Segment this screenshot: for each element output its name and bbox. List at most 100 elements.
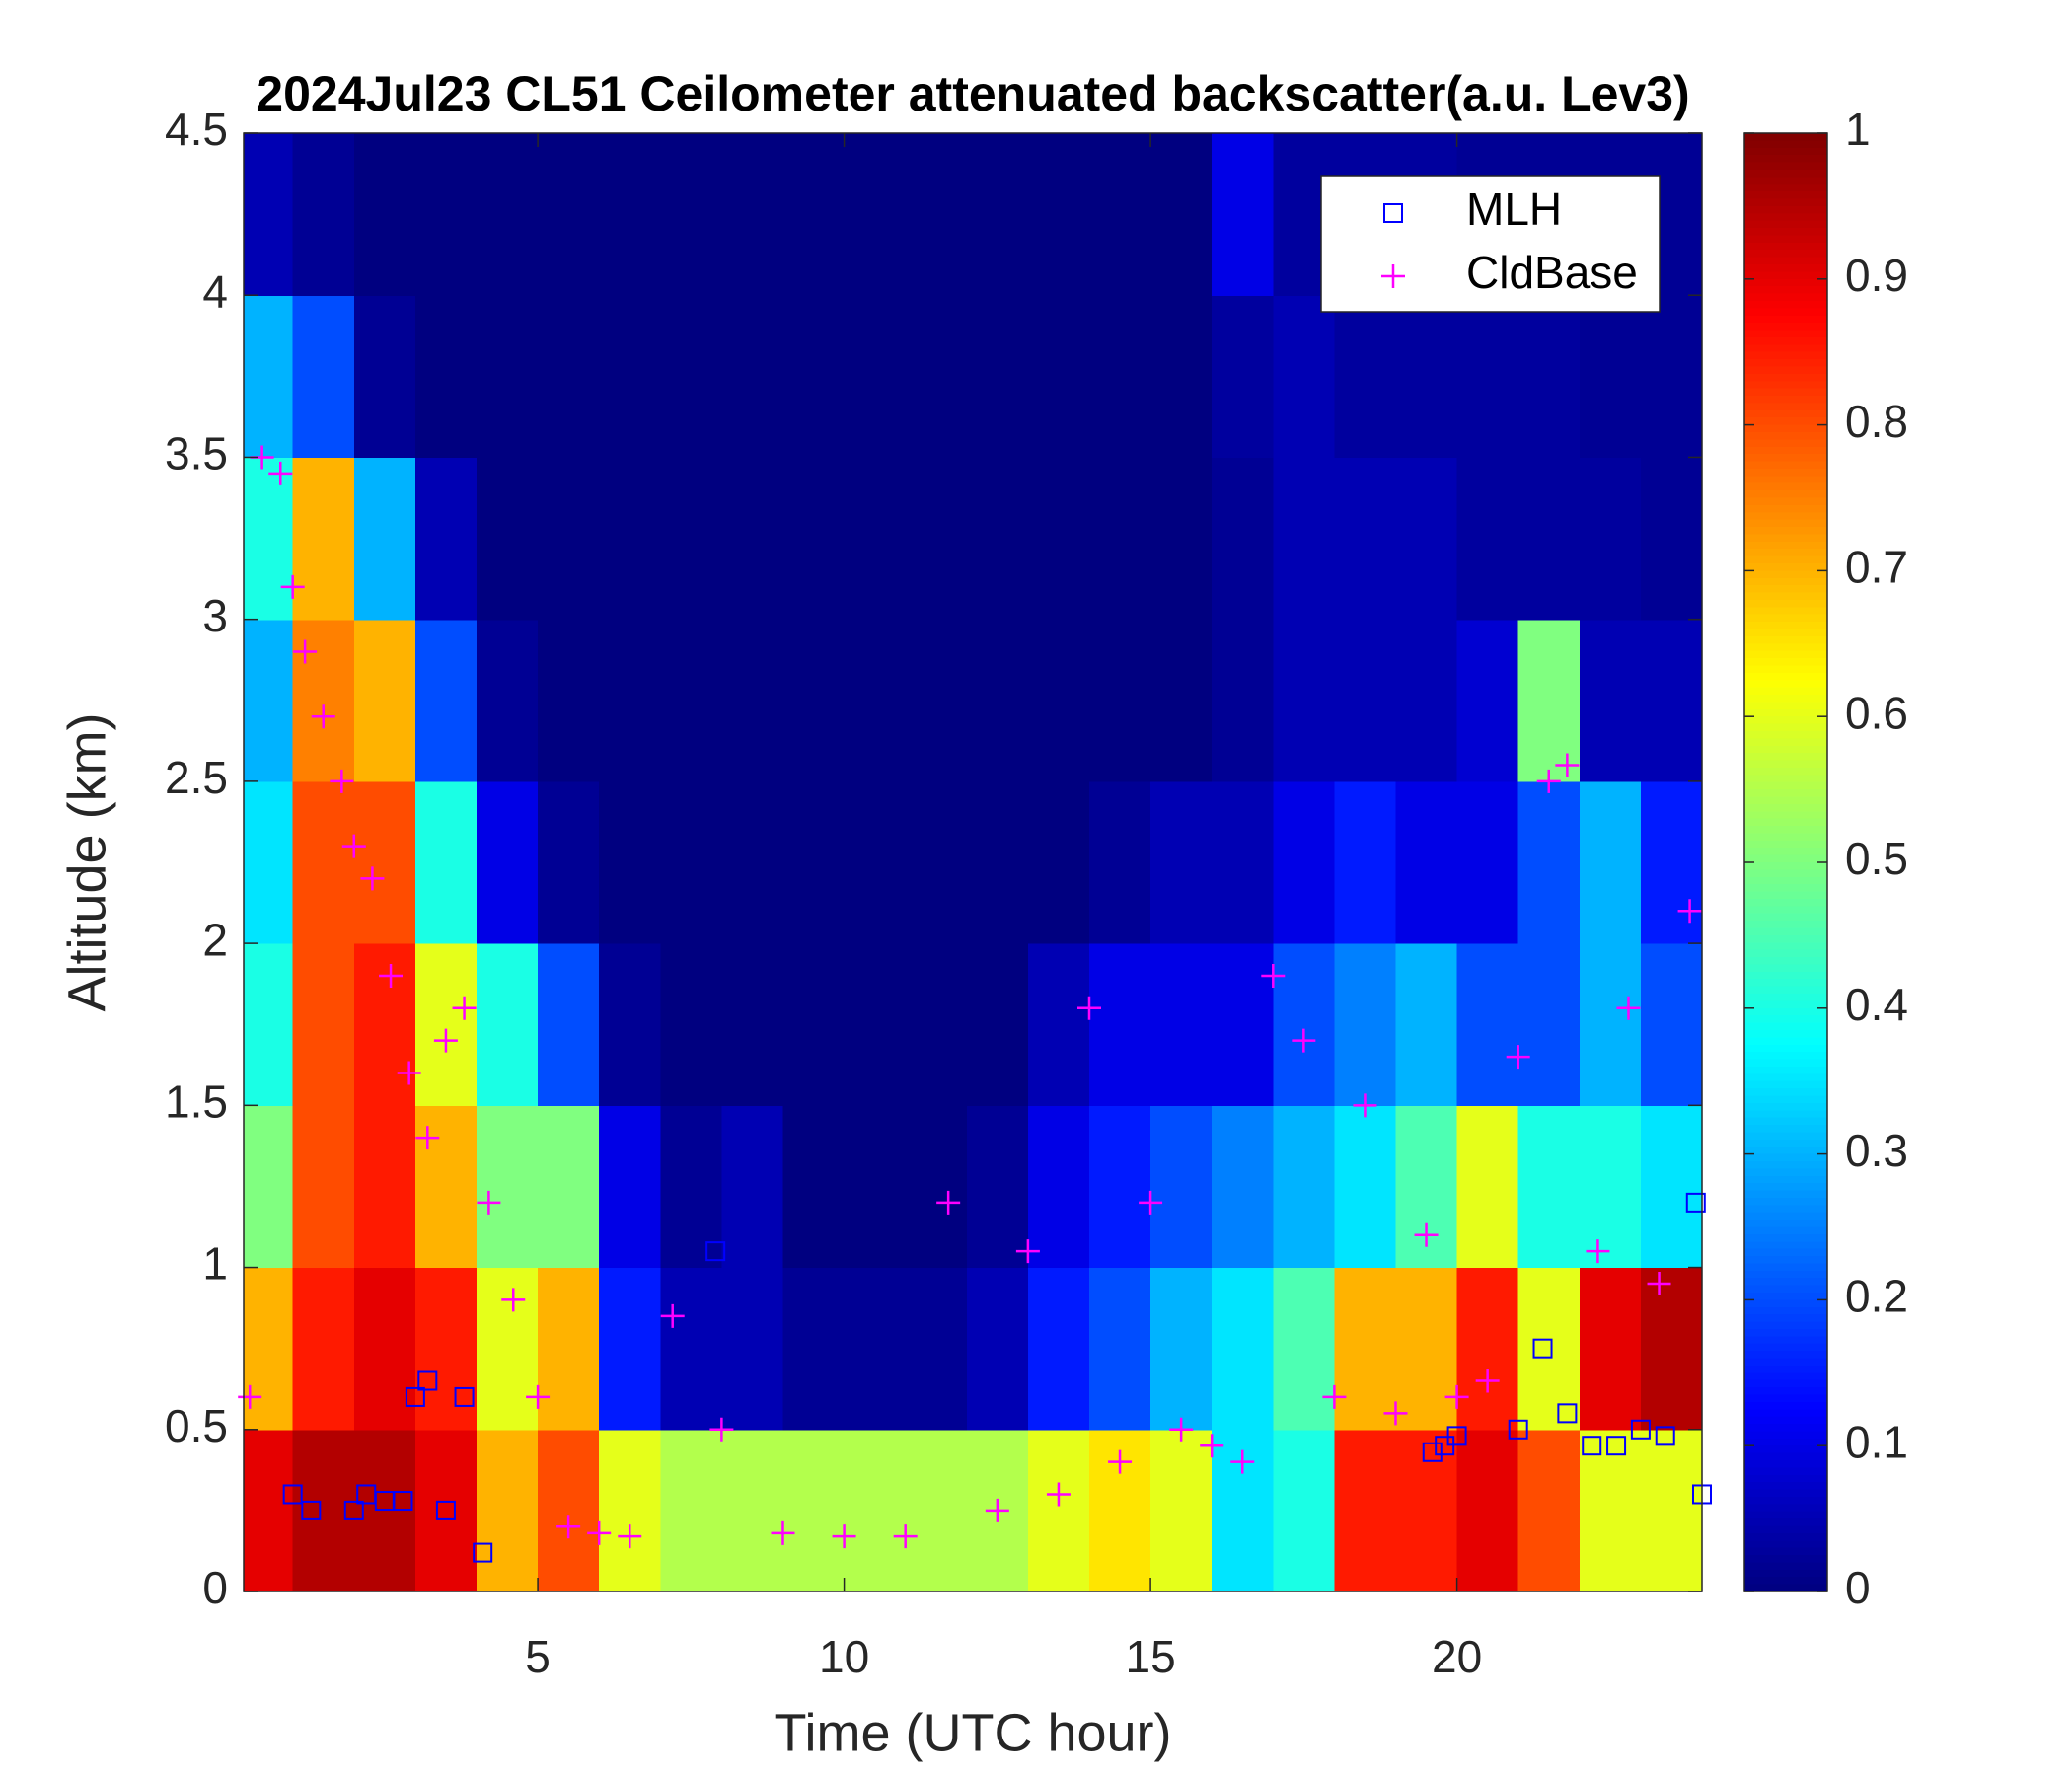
- colorbar-step: [1744, 1299, 1827, 1308]
- marker-square: [473, 1542, 493, 1563]
- colorbar-step: [1744, 599, 1827, 608]
- marker-square: [454, 1386, 475, 1407]
- heatmap-cell: [538, 457, 600, 621]
- heatmap-cell: [476, 780, 539, 944]
- colorbar-step: [1744, 235, 1827, 244]
- heatmap-cell: [292, 133, 355, 296]
- heatmap-cell: [1456, 780, 1519, 944]
- colorbar-step: [1744, 635, 1827, 644]
- heatmap-cell: [1212, 1267, 1274, 1431]
- heatmap-cell: [1640, 1429, 1702, 1591]
- colorbar-step: [1744, 957, 1827, 966]
- colorbar-step: [1744, 1321, 1827, 1330]
- colorbar-step: [1744, 687, 1827, 696]
- colorbar-tick-label: 0: [1845, 1562, 1871, 1613]
- colorbar-step: [1744, 1110, 1827, 1119]
- marker-plus: [1230, 1449, 1255, 1474]
- legend-label: MLH: [1466, 184, 1562, 235]
- colorbar-step: [1744, 1015, 1827, 1024]
- colorbar-step: [1744, 323, 1827, 332]
- colorbar-step: [1744, 381, 1827, 390]
- heatmap-cell: [1640, 780, 1702, 944]
- heatmap-cell: [1640, 619, 1702, 782]
- colorbar-step: [1744, 1314, 1827, 1323]
- colorbar-step: [1744, 1343, 1827, 1352]
- heatmap-cell: [1334, 1267, 1397, 1431]
- heatmap-cell: [1027, 295, 1090, 459]
- heatmap-cell: [414, 1105, 478, 1269]
- colorbar-step: [1744, 1073, 1827, 1082]
- colorbar-step: [1744, 760, 1827, 769]
- colorbar-step: [1744, 1409, 1827, 1418]
- heatmap-cell: [905, 133, 968, 296]
- heatmap-cell: [353, 295, 416, 459]
- colorbar-step: [1744, 278, 1827, 287]
- colorbar-step: [1744, 753, 1827, 762]
- heatmap-cell: [1273, 295, 1335, 459]
- colorbar-step: [1744, 1584, 1827, 1592]
- marker-plus: [1322, 1384, 1347, 1409]
- colorbar-step: [1744, 818, 1827, 827]
- colorbar-step: [1744, 1088, 1827, 1097]
- colorbar-step: [1744, 680, 1827, 689]
- marker-plus: [452, 996, 477, 1020]
- colorbar-step: [1744, 213, 1827, 222]
- colorbar-step: [1744, 1270, 1827, 1279]
- heatmap-cell: [966, 295, 1029, 459]
- heatmap-cell: [1027, 619, 1090, 782]
- heatmap-cell: [599, 1105, 661, 1269]
- heatmap-cell: [1517, 1267, 1581, 1431]
- colorbar-step: [1744, 738, 1827, 747]
- colorbar-step: [1744, 665, 1827, 674]
- legend-marker: [1383, 203, 1403, 223]
- heatmap-cell: [905, 457, 968, 621]
- colorbar-step: [1744, 534, 1827, 543]
- heatmap-cell: [1027, 1267, 1090, 1431]
- marker-plus: [587, 1520, 612, 1545]
- heatmap-cell: [1579, 1429, 1642, 1591]
- colorbar-step: [1744, 913, 1827, 922]
- colorbar-step: [1744, 921, 1827, 929]
- colorbar-step: [1744, 1000, 1827, 1009]
- heatmap-cell: [1150, 1267, 1213, 1431]
- heatmap-cell: [721, 619, 784, 782]
- marker-plus: [1292, 1028, 1316, 1053]
- marker-square: [282, 1484, 303, 1505]
- heatmap-cell: [1579, 1105, 1642, 1269]
- heatmap-cell: [844, 457, 907, 621]
- marker-square: [1606, 1436, 1627, 1456]
- colorbar-step: [1744, 1365, 1827, 1373]
- heatmap: [244, 133, 1702, 1591]
- colorbar-step: [1744, 854, 1827, 863]
- heatmap-cell: [414, 943, 478, 1106]
- colorbar-step: [1744, 439, 1827, 448]
- heatmap-cell: [1334, 1105, 1397, 1269]
- heatmap-cell: [1273, 943, 1335, 1106]
- heatmap-cell: [1027, 133, 1090, 296]
- heatmap-cell: [1640, 295, 1702, 459]
- heatmap-cell: [244, 619, 294, 782]
- colorbar-step: [1744, 308, 1827, 317]
- heatmap-cell: [538, 943, 600, 1106]
- heatmap-cell: [1395, 619, 1458, 782]
- colorbar-tick-label: 0.3: [1845, 1125, 1908, 1176]
- heatmap-cell: [476, 943, 539, 1106]
- heatmap-cell: [782, 1267, 846, 1431]
- colorbar-step: [1744, 1029, 1827, 1038]
- heatmap-cell: [1212, 1105, 1274, 1269]
- marker-plus: [1139, 1190, 1163, 1215]
- colorbar-step: [1744, 1293, 1827, 1300]
- colorbar-step: [1744, 803, 1827, 812]
- colorbar-step: [1744, 162, 1827, 171]
- heatmap-cell: [1640, 1267, 1702, 1431]
- marker-plus: [1616, 996, 1641, 1020]
- chart-title: 2024Jul23 CL51 Ceilometer attenuated bac…: [256, 66, 1689, 121]
- colorbar-step: [1744, 293, 1827, 302]
- colorbar-step: [1744, 198, 1827, 207]
- colorbar-step: [1744, 1372, 1827, 1381]
- marker-plus: [360, 866, 385, 891]
- heatmap-cell: [844, 1267, 907, 1431]
- heatmap-cell: [1150, 619, 1213, 782]
- marker-plus: [433, 1028, 458, 1053]
- colorbar-step: [1744, 1555, 1827, 1564]
